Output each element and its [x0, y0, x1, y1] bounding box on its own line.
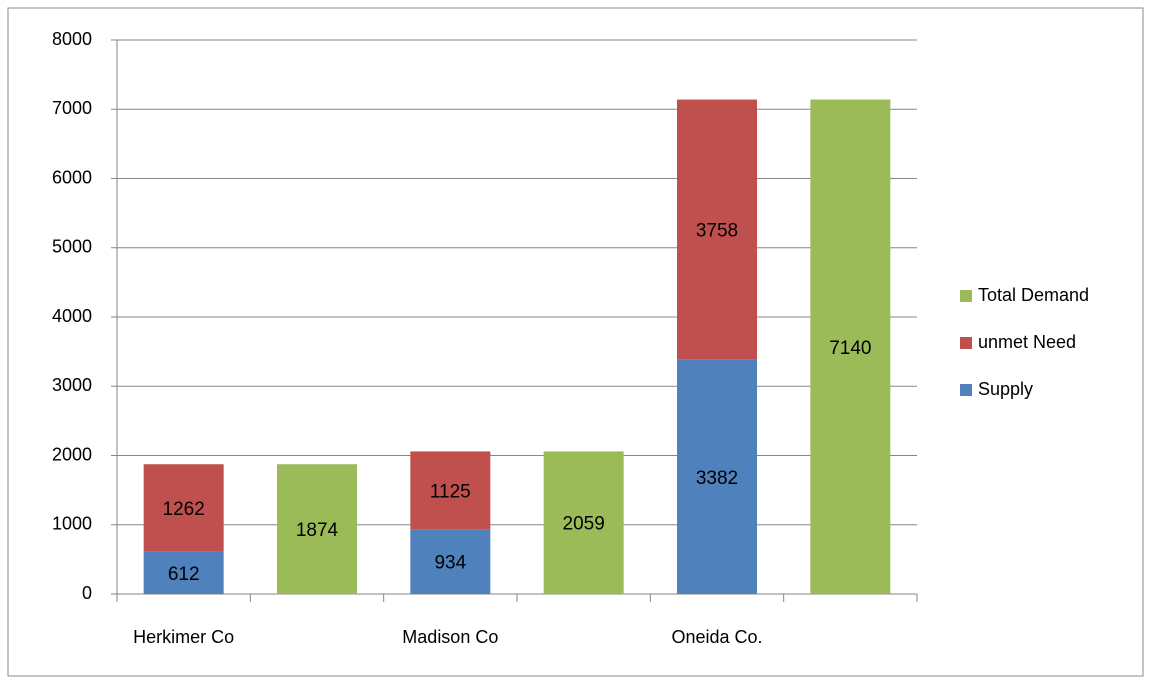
bar-segment: [677, 99, 757, 360]
y-tick-label: 1000: [52, 514, 92, 534]
bar-segment: [143, 464, 224, 552]
data-label: 612: [168, 564, 200, 585]
legend-label: Total Demand: [978, 285, 1089, 305]
y-tick-label: 5000: [52, 237, 92, 257]
bar-segment: [143, 551, 224, 594]
legend-label: Supply: [978, 379, 1033, 399]
y-tick-label: 6000: [52, 167, 92, 187]
legend-swatch: [960, 384, 972, 396]
bar-segment: [410, 451, 491, 530]
y-tick-label: 8000: [52, 29, 92, 49]
legend-swatch: [960, 290, 972, 302]
x-tick-label: Herkimer Co: [133, 627, 234, 647]
bar-segment: [543, 451, 624, 594]
bar-segment: [277, 464, 357, 594]
y-tick-label: 7000: [52, 98, 92, 118]
y-tick-label: 2000: [52, 444, 92, 464]
data-label: 3382: [696, 468, 738, 489]
legend-swatch: [960, 337, 972, 349]
data-label: 3758: [696, 221, 738, 242]
legend-label: unmet Need: [978, 332, 1076, 352]
data-label: 1125: [430, 481, 471, 502]
x-tick-label: Oneida Co.: [671, 627, 762, 647]
data-label: 934: [434, 553, 466, 574]
y-tick-label: 0: [82, 583, 92, 603]
x-tick-label: Madison Co: [402, 627, 498, 647]
data-label: 2059: [563, 514, 605, 535]
data-label: 7140: [829, 338, 871, 359]
bar-segment: [677, 359, 757, 594]
data-label: 1874: [296, 520, 339, 541]
y-tick-label: 3000: [52, 375, 92, 395]
y-tick-label: 4000: [52, 306, 92, 326]
bar-segment: [810, 99, 891, 595]
bar-segment: [410, 529, 491, 594]
data-label: 1262: [163, 499, 205, 520]
